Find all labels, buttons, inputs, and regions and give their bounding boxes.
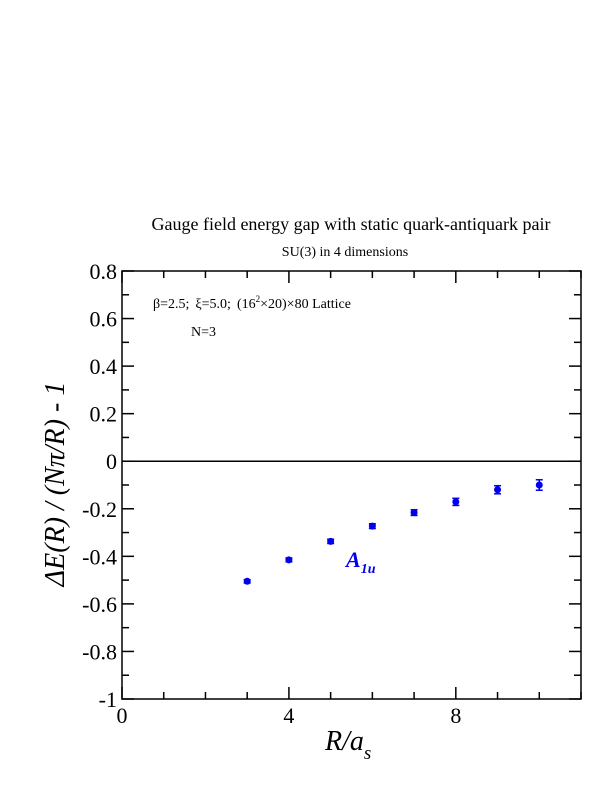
chart-title: Gauge field energy gap with static quark… (151, 214, 550, 234)
x-tick-label: 8 (450, 703, 461, 728)
series-label: A1u (344, 547, 376, 577)
x-axis-label-main: R/a (324, 726, 364, 757)
data-point (243, 577, 251, 585)
beta-annotation: β=2.5; (153, 297, 189, 312)
y-tick-label: 0 (106, 449, 117, 474)
lattice-annotation: β=2.5; ξ=5.0; (162×20)×80 Lattice (153, 294, 351, 312)
y-tick-label: 0.2 (90, 402, 118, 427)
lattice-size-annotation: (16 (237, 297, 256, 312)
y-tick-label: 0.4 (90, 354, 118, 379)
y-tick-label: 0.6 (90, 307, 118, 332)
tick-labels: 0 4 8 -1 -0.8 -0.6 -0.4 -0.2 0 0.2 0.4 0.6 0.8 (82, 259, 461, 728)
x-axis-label: R/as (324, 726, 371, 764)
data-point (452, 498, 460, 506)
data-points (243, 479, 543, 585)
y-tick-label: -0.8 (82, 639, 117, 664)
lattice-exponent: 2 (256, 294, 261, 304)
data-point (494, 486, 502, 494)
xi-annotation: ξ=5.0; (195, 297, 231, 312)
y-tick-label: -1 (99, 687, 117, 712)
x-axis-label-sub: s (364, 743, 371, 764)
data-point (368, 522, 376, 530)
data-point (327, 537, 335, 545)
series-name-subscript: 1u (361, 562, 376, 577)
y-tick-label: -0.2 (82, 497, 117, 522)
data-point (410, 509, 418, 517)
chart-subtitle: SU(3) in 4 dimensions (282, 245, 408, 260)
data-point (285, 556, 293, 564)
x-tick-label: 4 (283, 703, 294, 728)
axis-ticks (121, 270, 582, 700)
y-axis-label: ΔE(R) / (Nπ/R) - 1 (40, 382, 71, 588)
lattice-size-rest: ×20)×80 Lattice (260, 297, 351, 312)
x-tick-label: 0 (117, 703, 128, 728)
n-annotation: N=3 (191, 325, 216, 340)
y-tick-label: -0.6 (82, 592, 117, 617)
data-point (535, 481, 543, 489)
y-tick-label: 0.8 (90, 259, 118, 284)
series-name: A (344, 547, 361, 572)
y-tick-label: -0.4 (82, 544, 117, 569)
